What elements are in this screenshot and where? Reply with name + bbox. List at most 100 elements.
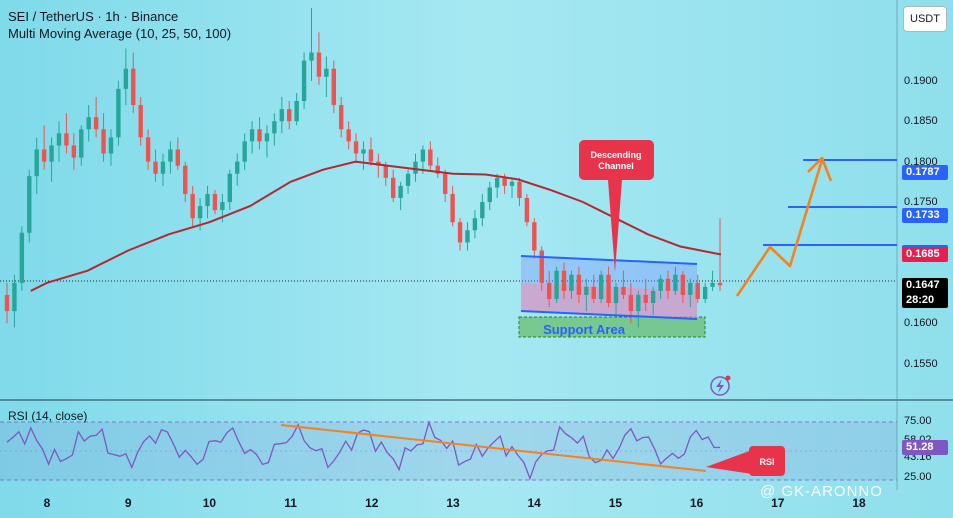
candle-body xyxy=(324,68,329,77)
candle-body xyxy=(383,165,388,178)
candle-body xyxy=(695,282,700,299)
candle-body xyxy=(405,173,411,186)
time-tick: 13 xyxy=(446,496,460,510)
price-badge: 0.1787 xyxy=(902,164,948,180)
candle-body xyxy=(79,129,84,158)
price-tick: 0.1750 xyxy=(904,196,938,209)
alert-lightning-icon[interactable] xyxy=(710,376,730,396)
candle-body xyxy=(353,141,359,154)
candle-body xyxy=(227,173,233,203)
candle-body xyxy=(546,282,552,299)
candle-body xyxy=(190,193,195,219)
candle-body xyxy=(606,274,611,304)
rsi-tick: 75.00 xyxy=(904,414,932,427)
projection-arrowhead xyxy=(807,156,833,182)
candle-body xyxy=(309,52,314,61)
candle-body xyxy=(428,149,433,166)
candle-body xyxy=(339,105,344,130)
time-tick: 18 xyxy=(852,496,866,510)
time-tick: 10 xyxy=(202,496,217,510)
rsi-title[interactable]: RSI (14, close) xyxy=(8,409,88,423)
candle-body xyxy=(71,145,77,158)
candle-body xyxy=(665,278,671,291)
candle-body xyxy=(34,149,39,177)
projection-path xyxy=(735,159,824,297)
lightning-glyph xyxy=(716,379,724,393)
candle-body xyxy=(561,270,567,291)
support-area-zone xyxy=(518,316,706,338)
candle-body xyxy=(658,278,663,291)
candle-body xyxy=(264,133,270,142)
descending-channel-line1: Descending xyxy=(590,150,641,160)
candle-body xyxy=(554,270,559,299)
currency-button[interactable]: USDT xyxy=(903,6,947,32)
candle-body xyxy=(41,149,47,162)
candle-body xyxy=(539,250,544,283)
candle-body xyxy=(86,117,91,130)
candle-body xyxy=(205,193,210,207)
price-badge: 0.1647 28:20 xyxy=(902,277,948,308)
candle-body xyxy=(220,202,225,211)
descending-channel-line2: Channel xyxy=(598,161,634,171)
candle-body xyxy=(591,286,596,299)
rsi-callout-box xyxy=(749,446,785,476)
candle-body xyxy=(487,187,492,203)
candle-body xyxy=(56,133,62,146)
candle-body xyxy=(472,218,478,231)
candle-body xyxy=(494,177,500,188)
time-tick: 16 xyxy=(689,496,704,510)
candle-body xyxy=(168,149,173,162)
candle-body xyxy=(643,294,648,304)
support-area-label: Support Area xyxy=(543,322,626,337)
channel-bottom-line xyxy=(520,310,698,320)
candle-body xyxy=(294,101,299,122)
last-price-value: 0.1647 xyxy=(906,278,940,291)
candle-body xyxy=(249,129,255,142)
candle-body xyxy=(569,274,574,291)
channel-top-line xyxy=(520,255,698,265)
candle-body xyxy=(197,206,203,219)
bar-countdown: 28:20 xyxy=(906,293,935,306)
symbol-title[interactable]: SEI / TetherUS · 1h · Binance xyxy=(8,9,179,24)
candle-body xyxy=(279,109,285,122)
candle-body xyxy=(316,52,322,77)
candle-body xyxy=(391,177,396,198)
candle-body xyxy=(101,129,106,154)
candle-body xyxy=(532,222,537,251)
candle-body xyxy=(650,290,656,304)
time-tick: 15 xyxy=(608,496,623,510)
candle-body xyxy=(613,286,619,304)
price-tick: 0.1600 xyxy=(904,317,938,330)
candle-body xyxy=(153,161,158,174)
candle-body xyxy=(242,141,247,162)
candle-body xyxy=(19,232,25,283)
indicator-title[interactable]: Multi Moving Average (10, 25, 50, 100) xyxy=(8,26,232,41)
candle-body xyxy=(584,286,589,295)
candle-body xyxy=(450,193,455,223)
price-tick: 0.1850 xyxy=(904,115,938,128)
candle-body xyxy=(576,274,582,295)
rsi-tick: 25.00 xyxy=(904,471,932,484)
candle-body xyxy=(257,129,262,142)
candle-body xyxy=(457,222,463,243)
candle-body xyxy=(524,197,530,223)
candle-body xyxy=(272,121,277,134)
candle-body xyxy=(123,68,129,89)
candle-body xyxy=(442,173,448,194)
candle-body xyxy=(212,193,218,211)
time-tick: 8 xyxy=(43,496,51,510)
candle-body xyxy=(598,274,604,299)
rsi-current-badge: 51.28 xyxy=(902,440,948,456)
candle-body xyxy=(145,137,151,162)
candle-body xyxy=(420,149,426,162)
descending-channel-callout xyxy=(579,140,654,180)
candle-body xyxy=(710,282,715,287)
price-badge: 0.1685 xyxy=(902,247,948,263)
rsi-callout-label: RSI xyxy=(759,457,774,467)
candle-body xyxy=(688,282,693,295)
alert-dot xyxy=(725,375,731,381)
candle-body xyxy=(49,145,54,162)
candle-body xyxy=(108,137,114,154)
candle-body xyxy=(175,149,181,166)
